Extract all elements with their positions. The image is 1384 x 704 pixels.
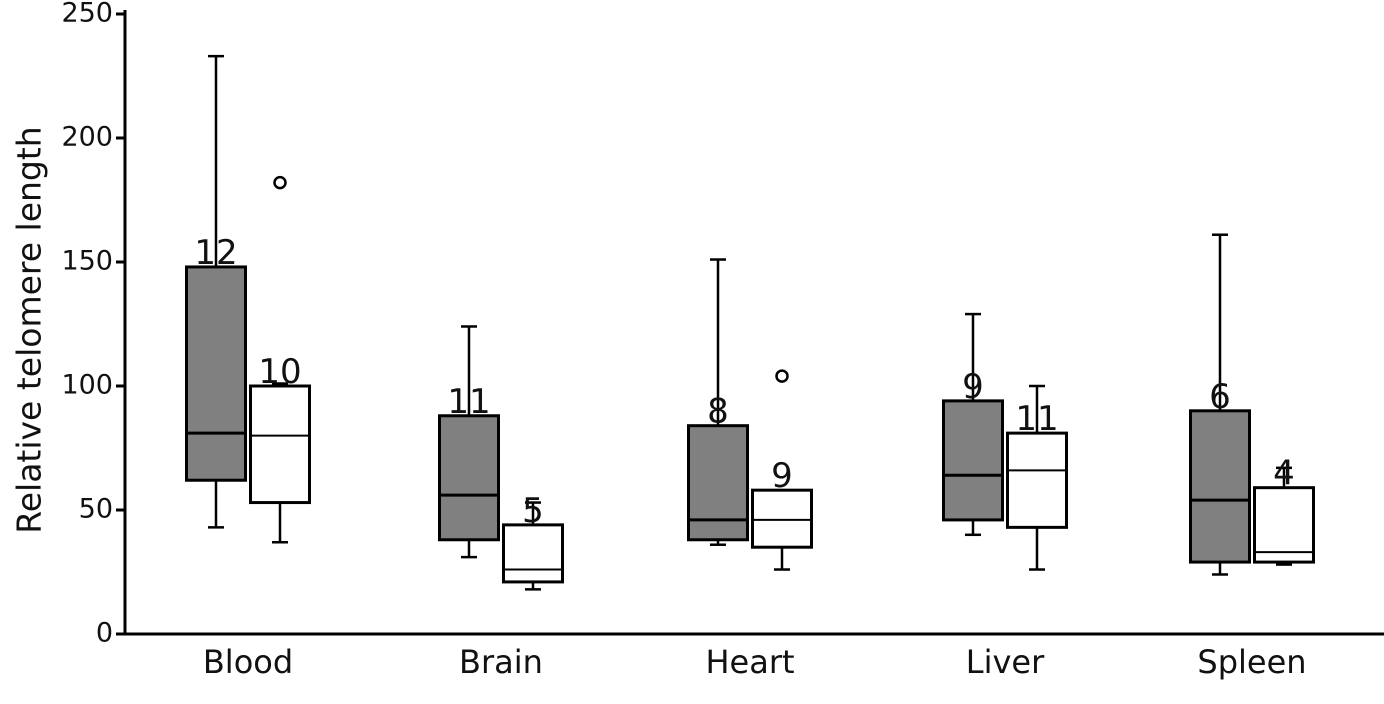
plot-area: 0 50 100 150 200 250 Blood Brain Heart Liver Splee… bbox=[61, 0, 1384, 681]
sample-size-label: 11 bbox=[447, 382, 490, 422]
box-iqr bbox=[751, 488, 813, 549]
x-category-label: Brain bbox=[459, 643, 543, 681]
sample-size-label: 12 bbox=[194, 233, 237, 273]
y-axis-title: Relative telomere length bbox=[10, 126, 49, 533]
sample-size-label: 10 bbox=[258, 352, 301, 392]
box-iqr bbox=[185, 265, 247, 482]
box-iqr bbox=[249, 384, 311, 505]
outlier-point bbox=[775, 369, 789, 383]
sample-size-label: 11 bbox=[1015, 399, 1058, 439]
y-tick-label: 200 bbox=[61, 122, 113, 153]
sample-size-label: 6 bbox=[1209, 377, 1231, 417]
sample-size-label: 4 bbox=[1273, 454, 1295, 494]
box-iqr bbox=[687, 424, 749, 542]
sample-size-label: 8 bbox=[707, 392, 729, 432]
y-tick-label: 250 bbox=[61, 0, 113, 29]
x-category-label: Spleen bbox=[1197, 643, 1306, 681]
sample-size-label: 5 bbox=[522, 491, 544, 531]
box-iqr bbox=[502, 523, 564, 584]
y-tick-label: 0 bbox=[96, 618, 113, 649]
box-iqr bbox=[438, 414, 500, 542]
y-tick-label: 150 bbox=[61, 246, 113, 277]
sample-size-label: 9 bbox=[771, 456, 793, 496]
sample-size-label: 9 bbox=[962, 367, 984, 407]
box-iqr bbox=[1189, 409, 1251, 564]
x-category-label: Liver bbox=[966, 643, 1045, 681]
box-iqr bbox=[942, 399, 1004, 522]
outlier-point bbox=[273, 175, 287, 190]
x-category-label: Heart bbox=[705, 643, 794, 681]
box-iqr bbox=[1253, 486, 1315, 564]
y-tick-label: 100 bbox=[61, 370, 113, 401]
y-tick-label: 50 bbox=[79, 494, 113, 525]
x-category-label: Blood bbox=[203, 643, 293, 681]
box-iqr bbox=[1006, 431, 1068, 529]
